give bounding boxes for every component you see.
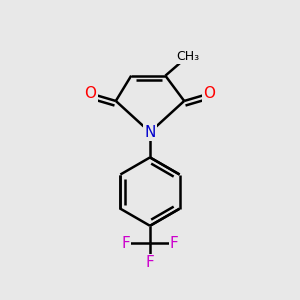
Text: F: F: [146, 255, 154, 270]
Text: F: F: [121, 236, 130, 250]
Text: CH₃: CH₃: [176, 50, 199, 63]
Text: F: F: [170, 236, 179, 250]
Text: O: O: [203, 86, 215, 101]
Text: O: O: [85, 86, 97, 101]
Text: N: N: [144, 125, 156, 140]
